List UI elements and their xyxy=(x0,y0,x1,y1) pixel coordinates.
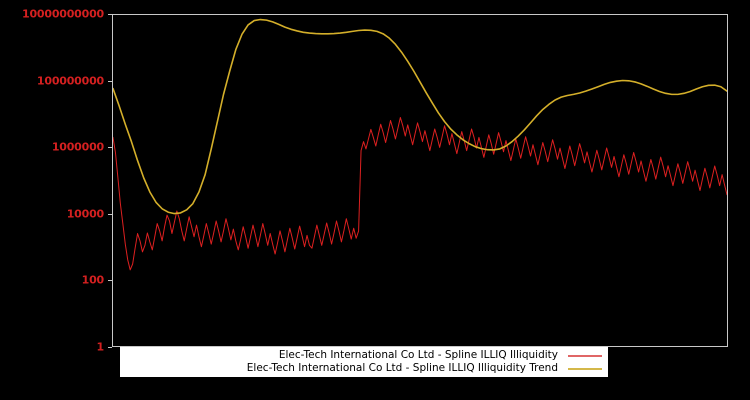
y-axis-tick-label: 100 xyxy=(81,273,105,287)
y-axis-tick-mark xyxy=(108,280,112,282)
y-axis-tick-label: 10000000000 xyxy=(22,7,104,21)
legend-swatch-trend xyxy=(568,367,602,370)
y-axis-tick-label: 1000000 xyxy=(51,140,104,154)
y-axis-tick-mark xyxy=(108,147,112,149)
y-axis-tick-label: 100000000 xyxy=(36,74,104,88)
legend-label: Elec-Tech International Co Ltd - Spline … xyxy=(278,349,558,361)
y-axis-tick-mark xyxy=(108,14,112,15)
y-axis-tick-mark xyxy=(108,213,112,215)
y-axis-tick-mark xyxy=(108,80,112,82)
y-axis: 10000000000 100000000 1000000 10000 100 1 xyxy=(0,0,112,400)
legend-swatch-illiquidity xyxy=(568,354,602,357)
legend-row: Elec-Tech International Co Ltd - Spline … xyxy=(120,349,608,362)
series-trend-line xyxy=(113,20,727,214)
legend-label: Elec-Tech International Co Ltd - Spline … xyxy=(246,362,558,374)
y-axis-tick-mark xyxy=(108,347,112,348)
plot-svg xyxy=(113,15,727,346)
y-axis-tick-label: 10000 xyxy=(66,207,104,221)
plot-area xyxy=(112,14,728,347)
series-illiquidity-line xyxy=(113,118,727,270)
legend-row: Elec-Tech International Co Ltd - Spline … xyxy=(120,362,608,375)
chart-legend: Elec-Tech International Co Ltd - Spline … xyxy=(120,347,608,377)
y-axis-tick-label: 1 xyxy=(96,340,105,354)
